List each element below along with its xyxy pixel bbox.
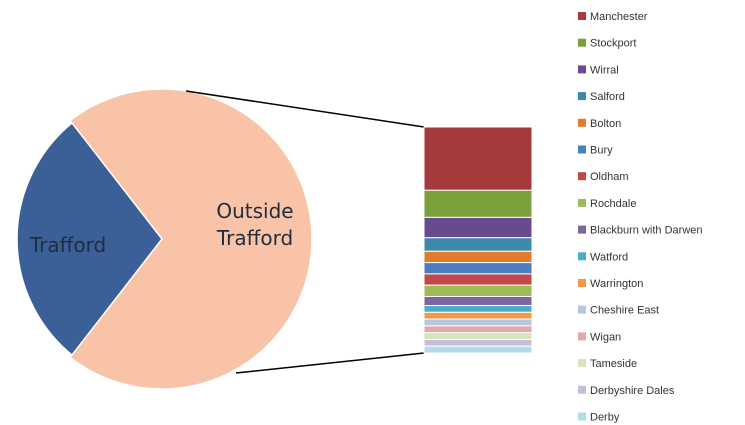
- legend-swatch: [578, 65, 586, 74]
- legend-item-blackburn-with-darwen: Blackburn with Darwen: [578, 225, 703, 237]
- legend-item-manchester: Manchester: [578, 11, 648, 23]
- bar-segment-warrington: [423, 311, 533, 320]
- connector-line-top: [185, 90, 425, 128]
- legend-item-tameside: Tameside: [578, 358, 637, 370]
- legend-swatch: [578, 305, 586, 314]
- bar-segment-watford: [423, 305, 533, 313]
- legend-item-bolton: Bolton: [578, 118, 621, 130]
- pie-label-trafford: Trafford: [29, 233, 106, 257]
- legend: Manchester Stockport Wirral Salford Bolton Bu…: [578, 11, 703, 424]
- bar-segment-derby: [423, 345, 533, 354]
- legend-item-oldham: Oldham: [578, 171, 629, 183]
- legend-item-cheshire-east: Cheshire East: [578, 305, 659, 317]
- legend-item-bury: Bury: [578, 145, 613, 157]
- bar-segment-tameside: [423, 332, 533, 340]
- bar-segment-oldham: [423, 273, 533, 286]
- legend-swatch: [578, 38, 586, 47]
- legend-item-rochdale: Rochdale: [578, 198, 636, 210]
- bar-segment-salford: [423, 237, 533, 252]
- legend-label: Oldham: [590, 171, 629, 183]
- legend-label: Stockport: [590, 38, 636, 50]
- legend-swatch: [578, 252, 586, 261]
- legend-item-stockport: Stockport: [578, 38, 636, 50]
- legend-item-wigan: Wigan: [578, 331, 621, 343]
- legend-label: Tameside: [590, 358, 637, 370]
- legend-label: Derby: [590, 412, 620, 424]
- stacked-bar: [423, 126, 533, 354]
- pie: Trafford Outside Trafford: [16, 88, 313, 390]
- bar-segment-blackburn-with-darwen: [423, 296, 533, 307]
- legend-swatch: [578, 12, 586, 20]
- legend-label: Watford: [590, 251, 628, 263]
- legend-swatch: [578, 225, 586, 234]
- pie-slice-trafford: [16, 119, 168, 359]
- bar-segment-derbyshire-dales: [423, 338, 533, 347]
- legend-label: Warrington: [590, 278, 643, 290]
- legend-label: Wirral: [590, 64, 619, 76]
- legend-label: Rochdale: [590, 198, 636, 210]
- legend-swatch: [578, 412, 586, 421]
- legend-label: Blackburn with Darwen: [590, 225, 703, 237]
- legend-item-salford: Salford: [578, 91, 625, 103]
- bar-segment-stockport: [423, 189, 533, 218]
- legend-item-watford: Watford: [578, 251, 628, 263]
- bar-segment-cheshire-east: [423, 318, 533, 327]
- bar-segment-wigan: [423, 325, 533, 334]
- legend-swatch: [578, 198, 586, 207]
- legend-swatch: [578, 279, 586, 287]
- pie-label-outside-trafford: Outside Trafford: [216, 199, 294, 250]
- legend-swatch: [578, 359, 586, 368]
- legend-label: Wigan: [590, 331, 621, 343]
- legend-item-derby: Derby: [578, 412, 620, 424]
- bar-segment-rochdale: [423, 284, 533, 298]
- legend-label: Salford: [590, 91, 625, 103]
- legend-label: Bury: [590, 145, 613, 157]
- legend-swatch: [578, 385, 586, 394]
- connector-line-bottom: [235, 352, 425, 374]
- legend-label: Cheshire East: [590, 305, 659, 317]
- legend-item-derbyshire-dales: Derbyshire Dales: [578, 385, 675, 397]
- legend-swatch: [578, 332, 586, 341]
- pie-slice-outside-trafford: [69, 88, 313, 390]
- legend-label: Derbyshire Dales: [590, 385, 675, 397]
- bar-segment-manchester: [423, 126, 533, 191]
- legend-item-wirral: Wirral: [578, 64, 619, 76]
- bar-segment-wirral: [423, 216, 533, 239]
- legend-swatch: [578, 145, 586, 154]
- connector-lines: [185, 90, 425, 374]
- legend-label: Manchester: [590, 11, 648, 23]
- bar-segment-bolton: [423, 250, 533, 264]
- legend-label: Bolton: [590, 118, 621, 130]
- legend-swatch: [578, 172, 586, 181]
- bar-segment-bury: [423, 262, 533, 275]
- legend-item-warrington: Warrington: [578, 278, 643, 290]
- legend-swatch: [578, 118, 586, 127]
- legend-swatch: [578, 92, 586, 101]
